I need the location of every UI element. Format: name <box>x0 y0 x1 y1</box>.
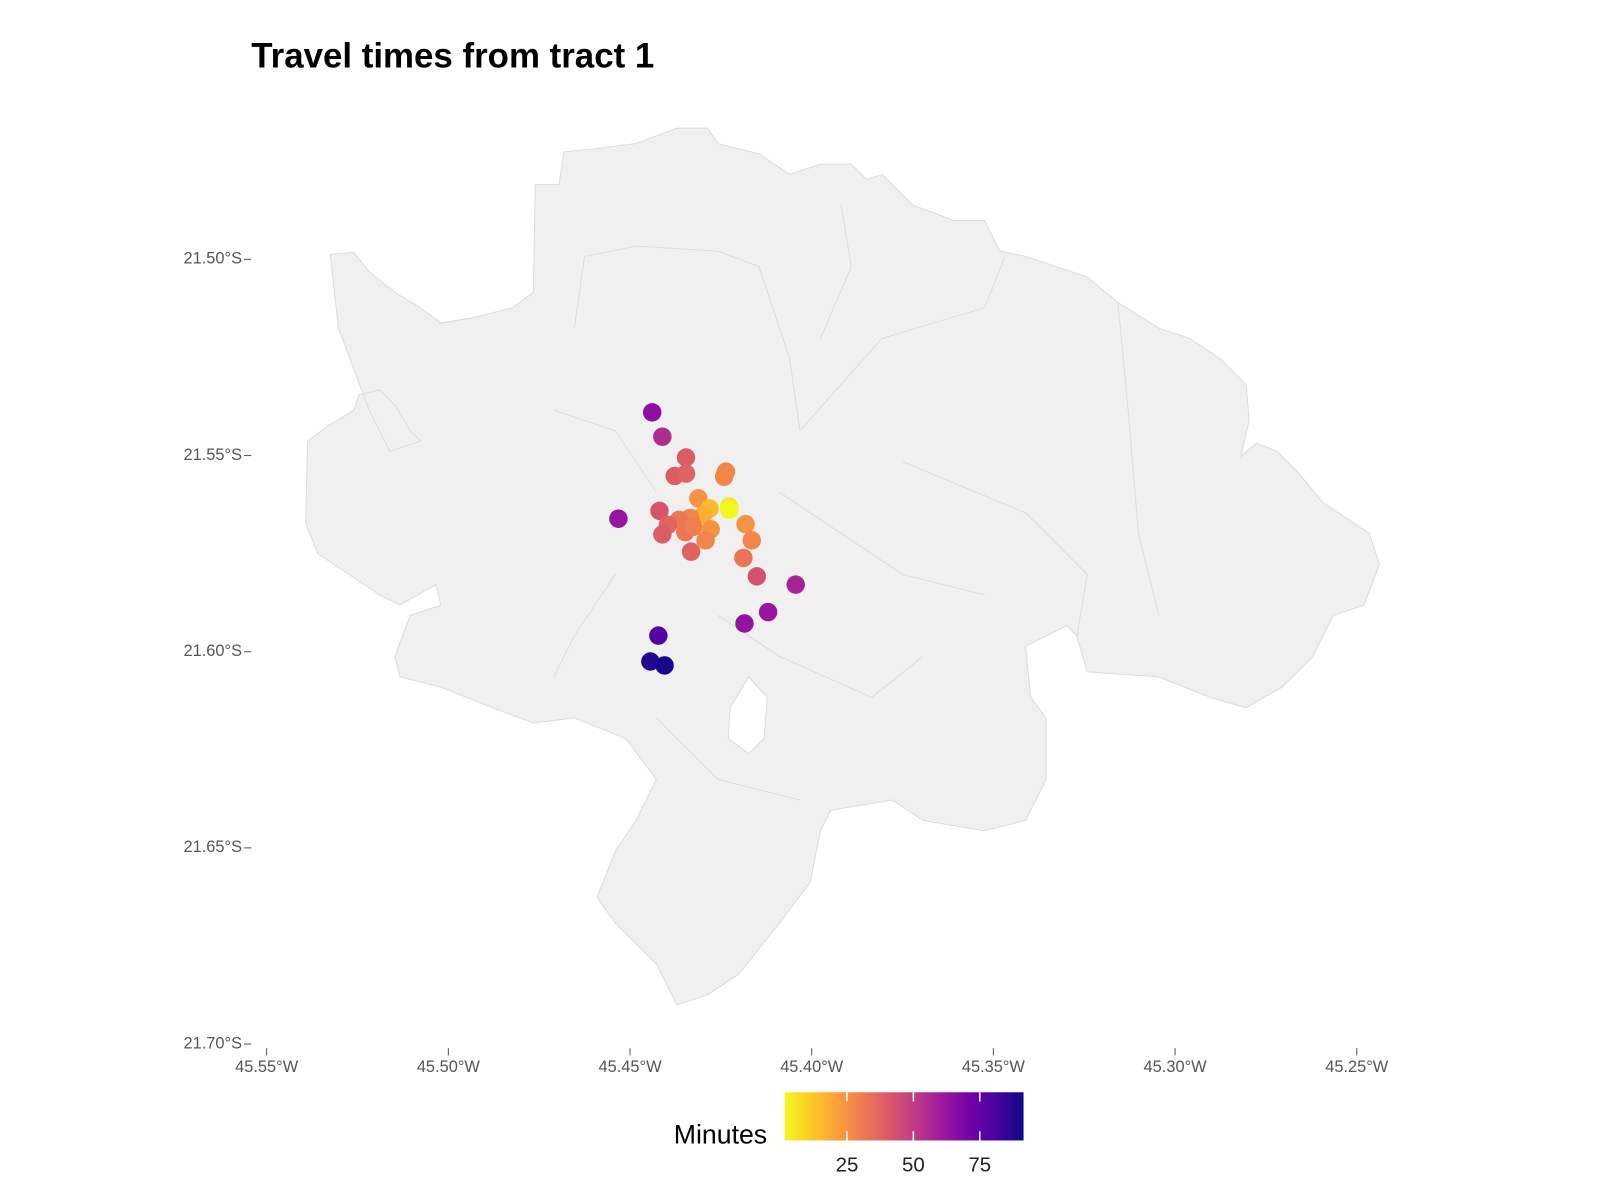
point <box>641 652 660 671</box>
point <box>649 626 668 645</box>
point <box>676 448 696 467</box>
y-tick-label: 21.55°S <box>184 446 243 464</box>
point <box>736 514 755 534</box>
y-tick-label: 21.60°S <box>184 642 243 660</box>
point <box>786 575 805 594</box>
y-tick-label: 21.50°S <box>184 250 243 268</box>
x-tick-label: 45.25°W <box>1325 1058 1389 1076</box>
point <box>681 542 701 561</box>
colorbar-tick-label: 25 <box>836 1154 859 1177</box>
x-tick-label: 45.45°W <box>599 1058 663 1076</box>
colorbar-title: Minutes <box>674 1119 767 1149</box>
point <box>758 602 778 622</box>
point <box>655 656 674 675</box>
plot-root: Travel times from tract 1 Minutes 21.50°… <box>184 37 1389 1177</box>
x-tick-label: 45.40°W <box>780 1058 844 1076</box>
lake <box>727 676 768 755</box>
point <box>734 548 753 568</box>
point <box>642 403 662 422</box>
point <box>735 614 754 633</box>
point <box>653 427 672 446</box>
colorbar <box>784 1092 1024 1141</box>
x-tick-label: 45.55°W <box>235 1058 299 1076</box>
point <box>676 464 696 483</box>
point <box>747 567 767 586</box>
y-tick-label: 21.65°S <box>184 838 243 856</box>
map-inner-boundaries <box>553 205 1160 801</box>
map-region <box>305 127 1380 1006</box>
point <box>653 525 672 544</box>
y-tick-label: 21.70°S <box>184 1034 243 1052</box>
point <box>742 531 761 550</box>
colorbar-tick-label: 50 <box>902 1154 925 1177</box>
point <box>696 531 715 550</box>
point <box>684 517 703 537</box>
point <box>609 509 628 528</box>
x-tick-label: 45.35°W <box>962 1058 1026 1076</box>
point <box>714 467 734 486</box>
point <box>719 500 739 519</box>
chart-title: Travel times from tract 1 <box>251 37 654 76</box>
x-tick-label: 45.50°W <box>417 1058 481 1076</box>
point <box>650 501 669 521</box>
x-tick-label: 45.30°W <box>1144 1058 1208 1076</box>
colorbar-tick-label: 75 <box>968 1154 991 1177</box>
